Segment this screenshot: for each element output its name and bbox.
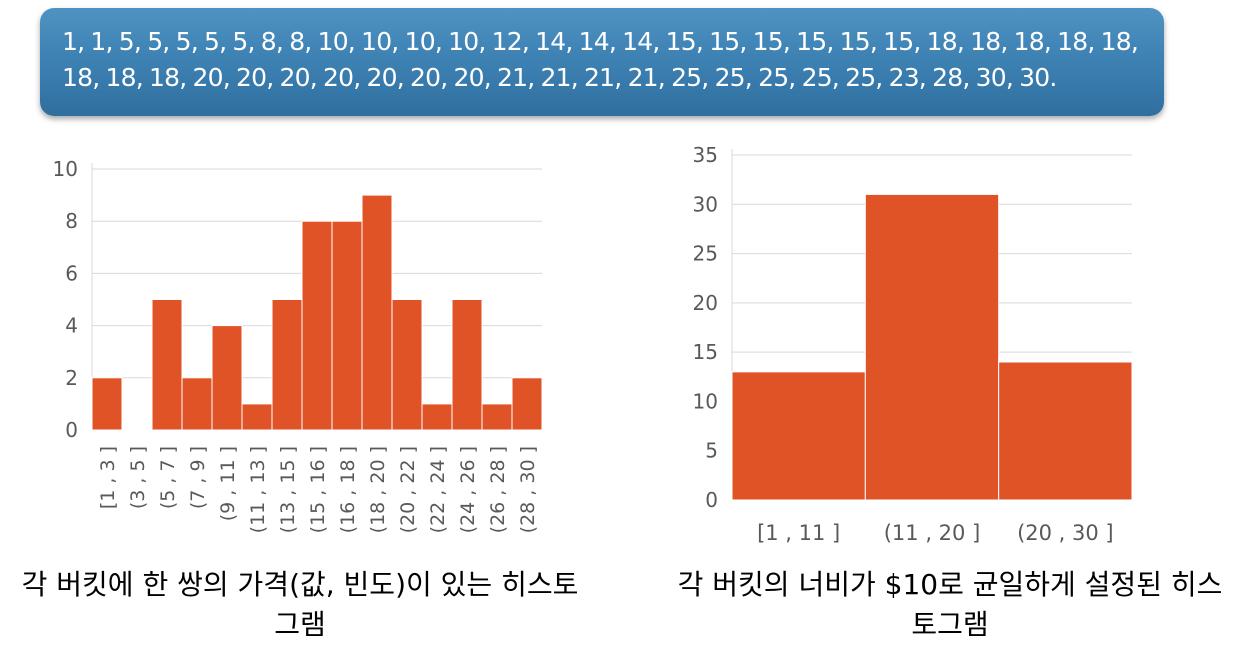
- x-tick-label: (15 , 16 ]: [307, 446, 329, 533]
- y-tick-label: 8: [65, 209, 78, 233]
- bar: [391, 299, 423, 431]
- x-tick-label: (26 , 28 ]: [487, 446, 509, 533]
- histogram-equal-width: 0 5 10 15 20 25 30 35 [1 , 11 ] (11 , 20 ] (20 , 3…: [640, 140, 1180, 560]
- histogram-pair-frequency-svg: 0 2 4 6 8 10 [1 , 3 ] (3 , 5 ] (5 , 7 ] (7 , 9 ] (…: [53, 157, 543, 533]
- x-tick-label: (16 , 18 ]: [337, 446, 359, 533]
- bar: [271, 299, 303, 431]
- x-tick-label: (7 , 9 ]: [187, 446, 209, 509]
- y-tick-label: 25: [693, 242, 718, 266]
- x-tick-label: (13 , 15 ]: [277, 446, 299, 533]
- y-tick-label: 2: [65, 366, 78, 390]
- x-tick-label: (5 , 7 ]: [157, 446, 179, 509]
- y-tick-label: 6: [65, 261, 78, 285]
- histogram-equal-width-svg: 0 5 10 15 20 25 30 35 [1 , 11 ] (11 , 20 ] (20 , 3…: [693, 143, 1133, 545]
- x-tick-label: (9 , 11 ]: [217, 446, 239, 521]
- y-tick-label: 35: [693, 143, 718, 167]
- bar: [331, 220, 363, 431]
- bar: [91, 377, 123, 431]
- x-tick-label: (28 , 30 ]: [517, 446, 539, 533]
- bar: [421, 403, 453, 431]
- bar: [481, 403, 513, 431]
- data-values-text: 1, 1, 5, 5, 5, 5, 5, 8, 8, 10, 10, 10, 1…: [62, 27, 1139, 92]
- x-tick-label: (24 , 26 ]: [457, 446, 479, 533]
- bar: [998, 361, 1133, 501]
- y-tick-label: 0: [705, 488, 718, 512]
- bar: [864, 193, 1000, 501]
- bar: [211, 325, 243, 431]
- bar: [451, 299, 483, 431]
- bar: [731, 371, 866, 501]
- bar: [181, 377, 213, 431]
- y-tick-label: 20: [693, 291, 718, 315]
- y-tick-label: 0: [65, 418, 78, 442]
- y-tick-label: 10: [693, 389, 718, 413]
- x-tick-label: [1 , 11 ]: [757, 521, 840, 545]
- data-values-banner: 1, 1, 5, 5, 5, 5, 5, 8, 8, 10, 10, 10, 1…: [40, 8, 1164, 116]
- x-tick-label: [1 , 3 ]: [97, 446, 119, 509]
- x-tick-label: (18 , 20 ]: [367, 446, 389, 533]
- left-caption-text: 각 버킷에 한 쌍의 가격(값, 빈도)이 있는 히스토그램: [21, 568, 579, 641]
- x-tick-label: (20 , 22 ]: [397, 446, 419, 533]
- left-chart-caption: 각 버킷에 한 쌍의 가격(값, 빈도)이 있는 히스토그램: [20, 565, 580, 645]
- bar: [241, 403, 273, 431]
- x-tick-label: (20 , 30 ]: [1017, 521, 1114, 545]
- histogram-pair-frequency: 0 2 4 6 8 10 [1 , 3 ] (3 , 5 ] (5 , 7 ] (7 , 9 ] (…: [0, 140, 600, 560]
- y-tick-label: 5: [705, 439, 718, 463]
- bar: [361, 194, 393, 431]
- x-tick-label: (11 , 13 ]: [247, 446, 269, 533]
- y-tick-label: 4: [65, 314, 78, 338]
- bar: [511, 377, 543, 431]
- y-tick-label: 10: [53, 157, 78, 181]
- bar: [151, 299, 183, 431]
- bar: [301, 220, 333, 431]
- x-tick-label: (22 , 24 ]: [427, 446, 449, 533]
- x-tick-label: (3 , 5 ]: [127, 446, 149, 509]
- x-tick-label: (11 , 20 ]: [884, 521, 981, 545]
- right-caption-text: 각 버킷의 너비가 $10로 균일하게 설정된 히스토그램: [677, 568, 1223, 641]
- right-chart-caption: 각 버킷의 너비가 $10로 균일하게 설정된 히스토그램: [665, 565, 1235, 645]
- y-tick-label: 15: [693, 340, 718, 364]
- y-tick-label: 30: [693, 192, 718, 216]
